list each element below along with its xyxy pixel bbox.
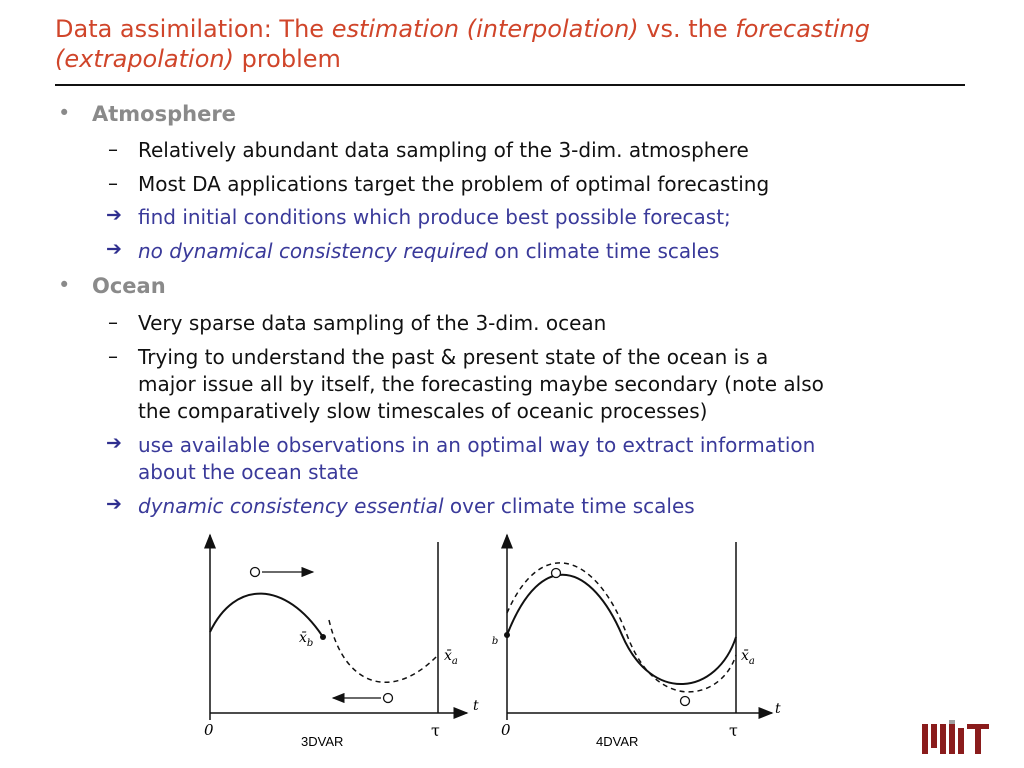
arrow-right-icon: ➔ (106, 432, 122, 454)
ocean-item-1: Very sparse data sampling of the 3-dim. … (138, 311, 607, 335)
observation-circle (550, 567, 562, 579)
dash-icon: – (108, 171, 118, 195)
atmosphere-arrow-1: find initial conditions which produce be… (138, 205, 731, 229)
ocean-arrow-2-italic: dynamic consistency essential (138, 494, 444, 518)
atmosphere-heading: Atmosphere (92, 102, 236, 126)
tau-label: τ (729, 721, 738, 740)
ocean-item-2-line-3: the comparatively slow timescales of oce… (138, 399, 708, 423)
title-vs: vs. the (638, 15, 736, 43)
title-estimation: estimation (interpolation) (331, 15, 639, 43)
ocean-arrow-1-line-1: use available observations in an optimal… (138, 433, 816, 457)
dash-icon: – (108, 137, 118, 161)
atmosphere-arrow-2-italic: no dynamical consistency required (138, 239, 488, 263)
xb-point (320, 634, 326, 640)
title-forecasting: forecasting (735, 15, 870, 43)
observation-circle (382, 692, 394, 704)
figure-3dvar: x̄b x̄a 0 τ t 3DVAR (204, 533, 479, 749)
background-trajectory (209, 592, 324, 638)
tau-label: τ (431, 721, 440, 740)
xb-label: x̄b (299, 630, 313, 649)
atmosphere-arrow-2-rest: on climate time scales (487, 239, 720, 263)
atmosphere-item-1: Relatively abundant data sampling of the… (138, 138, 749, 162)
bullet-icon: • (58, 273, 71, 297)
mit-logo (922, 720, 989, 754)
atmosphere-item-2: Most DA applications target the problem … (138, 172, 770, 196)
caption-4dvar: 4DVAR (596, 734, 638, 749)
dash-icon: – (108, 344, 118, 368)
arrow-right-icon: ➔ (106, 493, 122, 515)
analysis-trajectory (328, 619, 439, 683)
caption-3dvar: 3DVAR (301, 734, 343, 749)
atmosphere-arrow-2: no dynamical consistency required on cli… (138, 238, 719, 264)
ocean-heading: Ocean (92, 274, 166, 298)
observation-circle (679, 695, 691, 707)
arrow-right-icon: ➔ (106, 238, 122, 260)
title-problem: problem (233, 45, 341, 73)
ocean-arrow-2-rest: over climate time scales (443, 494, 695, 518)
analysis-trajectory (506, 562, 737, 693)
title-text: Data assimilation: The (55, 15, 332, 43)
figure-4dvar: x̄b x̄a 0 τ t 4DVAR (492, 533, 781, 749)
ocean-arrow-2: dynamic consistency essential over clima… (138, 493, 695, 519)
dash-icon: – (108, 310, 118, 334)
origin-label: 0 (501, 721, 511, 739)
xa-label: x̄a (741, 648, 755, 667)
xa-label: x̄a (444, 648, 458, 667)
arrow-right-icon: ➔ (106, 204, 122, 226)
background-trajectory (506, 574, 737, 685)
t-label: t (775, 701, 781, 717)
slide-title: Data assimilation: The estimation (inter… (55, 14, 975, 74)
t-label: t (473, 698, 479, 714)
ocean-item-2-line-2: major issue all by itself, the forecasti… (138, 372, 824, 396)
ocean-item-2-line-1: Trying to understand the past & present … (138, 345, 769, 369)
bullet-icon: • (58, 101, 71, 125)
title-extrapolation: (extrapolation) (55, 45, 234, 73)
observation-circle (249, 566, 261, 578)
title-divider (55, 84, 965, 86)
xb-point (504, 632, 510, 638)
origin-label: 0 (204, 721, 214, 739)
ocean-arrow-1-line-2: about the ocean state (138, 460, 359, 484)
xb-label: x̄b (492, 628, 498, 647)
